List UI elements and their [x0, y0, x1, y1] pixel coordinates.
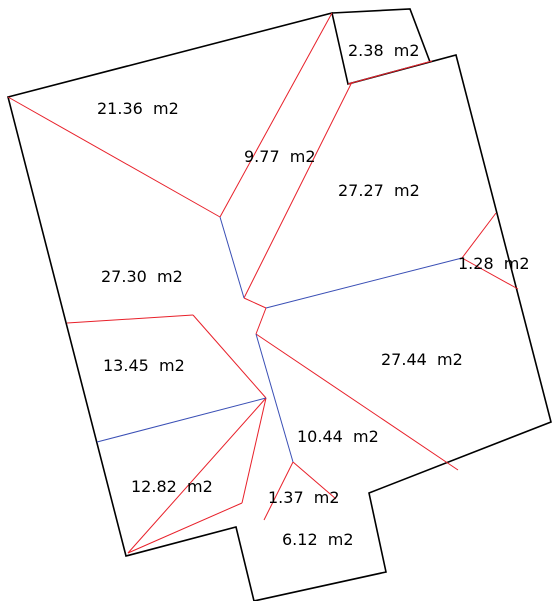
valley-line: [255, 333, 294, 463]
valley-line: [219, 216, 245, 299]
area-label-27-27: 27.27 m2: [338, 181, 420, 200]
hip-line: [127, 502, 243, 554]
roof-outline-group: [7, 8, 552, 601]
hip-line: [292, 461, 337, 500]
hip-line: [255, 333, 459, 471]
hip-line: [461, 212, 497, 259]
area-label-27-44: 27.44 m2: [381, 350, 463, 369]
hip-line: [219, 12, 333, 218]
hip-line: [243, 81, 353, 299]
hip-line: [192, 314, 267, 399]
main-roof-outline: [7, 12, 552, 601]
hip-line: [263, 461, 294, 521]
hip-line: [7, 96, 221, 218]
hip-line: [243, 297, 267, 309]
valley-lines-group: [96, 216, 463, 463]
hip-line: [66, 314, 194, 324]
hip-line: [461, 257, 519, 290]
hip-lines-group: [7, 12, 519, 554]
hip-line: [127, 397, 267, 554]
area-label-12-82: 12.82 m2: [131, 477, 213, 496]
area-label-1-37: 1.37 m2: [268, 488, 340, 507]
hip-line: [255, 307, 267, 335]
area-label-10-44: 10.44 m2: [297, 427, 379, 446]
top-annex-outline: [331, 8, 431, 63]
area-label-21-36: 21.36 m2: [97, 99, 179, 118]
area-label-1-28: 1.28 m2: [458, 254, 530, 273]
area-label-27-30: 27.30 m2: [101, 267, 183, 286]
hip-line: [347, 60, 433, 85]
valley-line: [96, 397, 267, 443]
area-label-13-45: 13.45 m2: [103, 356, 185, 375]
valley-line: [265, 257, 463, 309]
area-label-9-77: 9.77 m2: [244, 147, 316, 166]
area-label-2-38: 2.38 m2: [348, 41, 420, 60]
area-labels-group: 21.36 m2 2.38 m2 9.77 m2 27.27 m2 1.28 m…: [97, 41, 530, 549]
hip-line: [241, 397, 267, 504]
area-label-6-12: 6.12 m2: [282, 530, 354, 549]
